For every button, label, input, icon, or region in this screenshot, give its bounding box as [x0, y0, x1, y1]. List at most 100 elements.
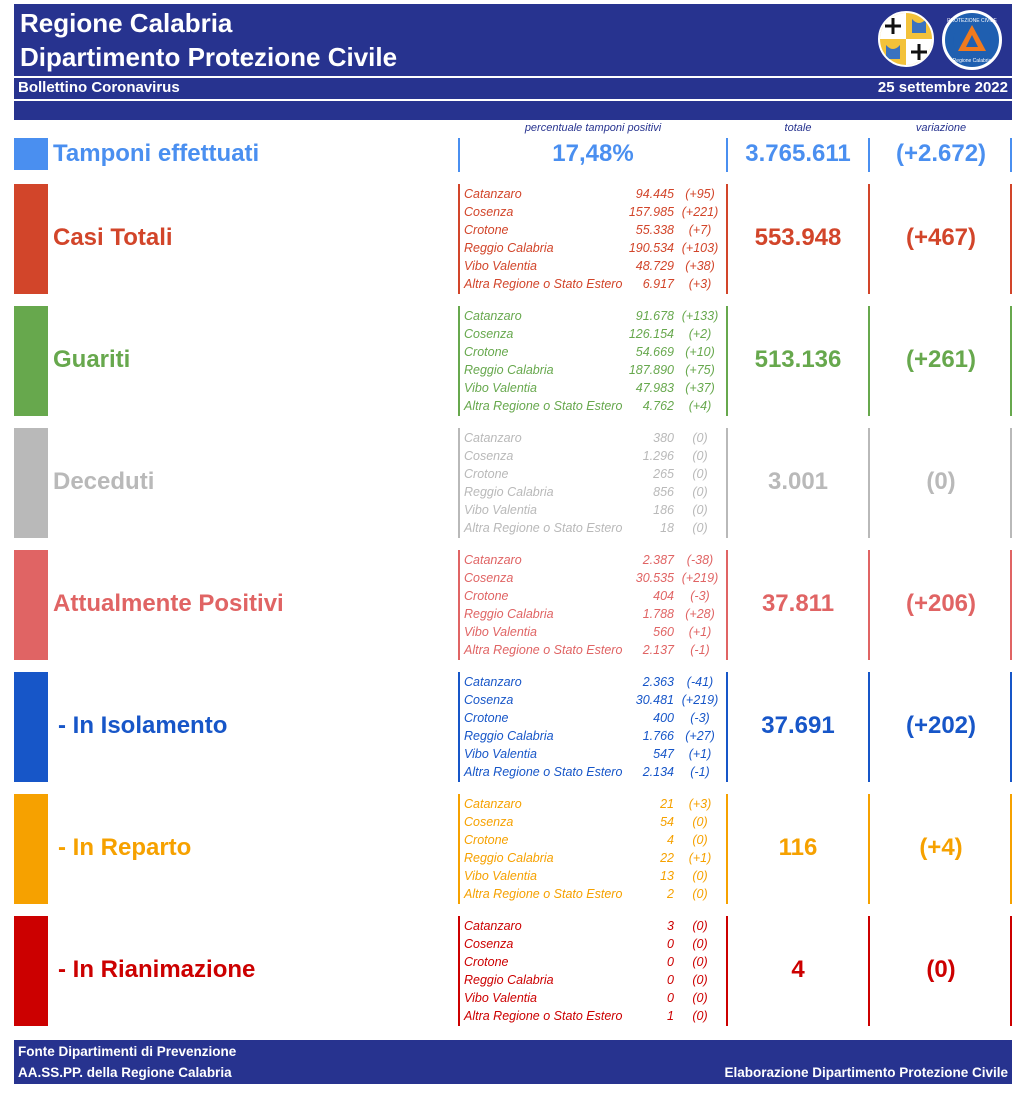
column-divider — [458, 306, 460, 416]
category-total: 513.136 — [754, 346, 842, 373]
svg-text:PROTEZIONE CIVILE: PROTEZIONE CIVILE — [947, 18, 997, 24]
column-divider — [458, 916, 460, 1026]
province-delta: (+133) — [681, 309, 719, 323]
province-value: 47.983 — [635, 381, 674, 395]
province-name: Reggio Calabria — [464, 607, 554, 621]
province-value: 2.363 — [642, 675, 674, 689]
province-name: Vibo Valentia — [464, 259, 537, 273]
province-name: Cosenza — [464, 205, 514, 219]
province-delta: (0) — [692, 503, 708, 517]
tamponi-variation: (+2.672) — [895, 140, 987, 167]
column-divider — [726, 672, 728, 782]
province-row: Catanzaro 21 (+3) — [464, 795, 726, 813]
province-value: 18 — [660, 521, 674, 535]
province-delta: (+28) — [685, 607, 715, 621]
province-value: 21 — [660, 797, 674, 811]
province-delta: (+1) — [688, 851, 712, 865]
category-total: 37.811 — [761, 590, 835, 617]
province-row: Crotone 54.669 (+10) — [464, 343, 726, 361]
province-row: Altra Regione o Stato Estero 4.762 (+4) — [464, 397, 726, 415]
province-value: 91.678 — [635, 309, 674, 323]
province-name: Altra Regione o Stato Estero — [464, 643, 623, 657]
province-breakdown: Catanzaro 380 (0) Cosenza 1.296 (0) Crotone 265… — [464, 429, 726, 537]
province-name: Crotone — [464, 955, 509, 969]
province-name: Crotone — [464, 711, 509, 725]
province-delta: (0) — [692, 937, 708, 951]
province-row: Altra Regione o Stato Estero 2.134 (-1) — [464, 763, 726, 781]
province-value: 0 — [667, 955, 674, 969]
category-section: - In Reparto Catanzaro 21 (+3) Cosenza 54 (0) C… — [0, 794, 1024, 904]
category-total: 3.001 — [767, 468, 829, 495]
title-department: Dipartimento Protezione Civile — [20, 42, 398, 72]
svg-text:Regione Calabria: Regione Calabria — [953, 58, 992, 64]
province-delta: (+75) — [685, 363, 715, 377]
province-delta: (+27) — [685, 729, 715, 743]
province-name: Cosenza — [464, 693, 514, 707]
province-row: Altra Regione o Stato Estero 2.137 (-1) — [464, 641, 726, 659]
province-value: 157.985 — [628, 205, 674, 219]
tamponi-total: 3.765.611 — [745, 140, 851, 167]
province-name: Catanzaro — [464, 187, 522, 201]
category-variation: (0) — [926, 956, 956, 983]
province-value: 547 — [653, 747, 674, 761]
province-name: Reggio Calabria — [464, 973, 554, 987]
province-value: 2 — [667, 887, 674, 901]
province-name: Catanzaro — [464, 553, 522, 567]
province-value: 2.137 — [642, 643, 674, 657]
column-divider — [458, 428, 460, 538]
column-divider — [868, 184, 870, 294]
province-delta: (+2) — [688, 327, 712, 341]
province-name: Altra Regione o Stato Estero — [464, 887, 623, 901]
province-delta: (+95) — [685, 187, 715, 201]
province-delta: (0) — [692, 833, 708, 847]
province-value: 2.387 — [642, 553, 674, 567]
province-value: 22 — [660, 851, 674, 865]
column-divider — [868, 672, 870, 782]
province-delta: (+1) — [688, 625, 712, 639]
column-divider — [868, 428, 870, 538]
province-delta: (+221) — [681, 205, 719, 219]
province-delta: (+38) — [685, 259, 715, 273]
province-row: Catanzaro 2.363 (-41) — [464, 673, 726, 691]
column-divider — [458, 550, 460, 660]
tamponi-divider — [458, 138, 460, 172]
province-delta: (0) — [692, 919, 708, 933]
province-delta: (-41) — [686, 675, 714, 689]
province-name: Cosenza — [464, 449, 514, 463]
province-value: 6.917 — [642, 277, 674, 291]
province-value: 3 — [667, 919, 674, 933]
province-value: 0 — [667, 937, 674, 951]
category-label: Guariti — [53, 346, 131, 373]
column-divider — [868, 550, 870, 660]
province-delta: (0) — [692, 887, 708, 901]
column-divider — [1010, 428, 1012, 538]
province-delta: (0) — [692, 991, 708, 1005]
province-value: 187.890 — [628, 363, 674, 377]
category-total: 4 — [791, 956, 805, 983]
province-name: Catanzaro — [464, 309, 522, 323]
column-divider — [1010, 306, 1012, 416]
province-value: 1.788 — [642, 607, 674, 621]
province-row: Crotone 404 (-3) — [464, 587, 726, 605]
column-header-total: totale — [784, 122, 812, 134]
province-row: Catanzaro 91.678 (+133) — [464, 307, 726, 325]
column-divider — [726, 794, 728, 904]
province-name: Crotone — [464, 467, 509, 481]
category-variation: (+467) — [905, 224, 977, 251]
category-color-bar — [14, 184, 48, 294]
province-breakdown: Catanzaro 91.678 (+133) Cosenza 126.154 (+2) C… — [464, 307, 726, 415]
province-delta: (0) — [692, 449, 708, 463]
province-name: Reggio Calabria — [464, 729, 554, 743]
province-delta: (-38) — [686, 553, 714, 567]
province-row: Cosenza 54 (0) — [464, 813, 726, 831]
province-value: 0 — [667, 973, 674, 987]
province-row: Vibo Valentia 13 (0) — [464, 867, 726, 885]
province-name: Vibo Valentia — [464, 869, 537, 883]
province-value: 4 — [667, 833, 674, 847]
province-value: 186 — [653, 503, 674, 517]
category-total: 37.691 — [761, 712, 835, 739]
province-value: 1.296 — [642, 449, 674, 463]
region-crest-icon — [878, 11, 934, 67]
province-delta: (0) — [692, 1009, 708, 1023]
province-row: Crotone 265 (0) — [464, 465, 726, 483]
